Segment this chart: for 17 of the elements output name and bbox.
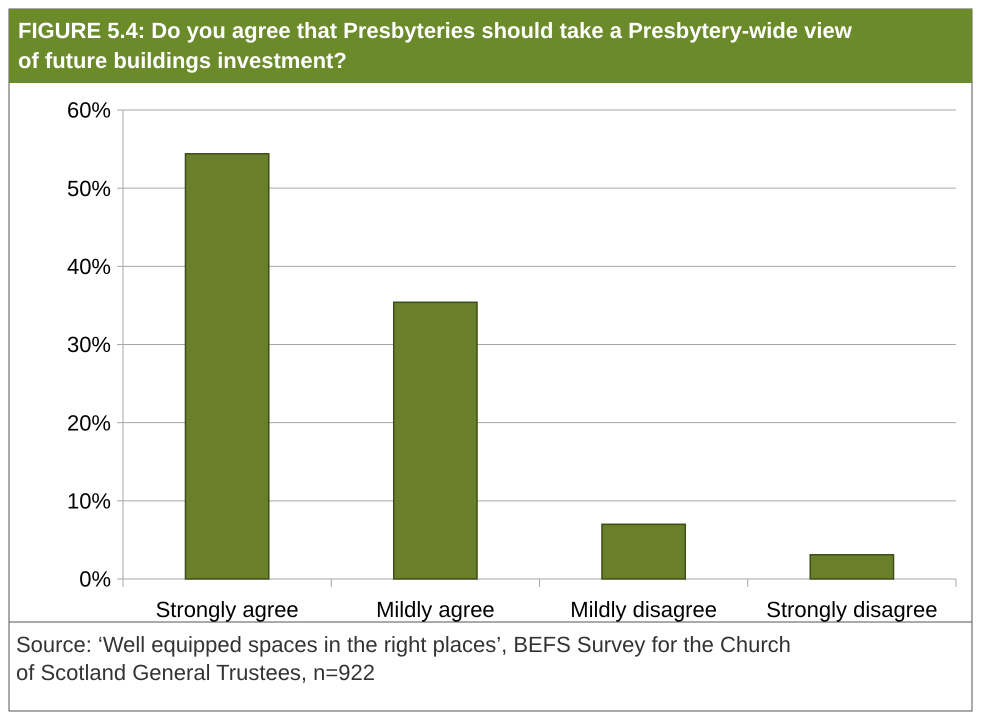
y-tick-label: 30% [66,332,111,358]
x-tick-label: Mildly disagree [570,597,717,622]
y-tick-label: 10% [66,488,111,514]
x-tick-label: Strongly agree [156,597,299,622]
y-tick-label: 40% [66,254,111,280]
x-tick-label: Mildly agree [376,597,495,622]
y-tick-label: 60% [66,98,111,123]
y-tick-label: 20% [66,410,111,436]
source-note: Source: ‘Well equipped spaces in the right places’, BEFS Survey for the Church of Scotland General Trustees, n=922 [16,632,791,685]
bar [809,554,894,580]
bar [184,153,270,580]
x-tick-label: Strongly disagree [766,597,938,622]
y-tick-label: 0% [79,566,111,592]
y-tick-label: 50% [66,176,111,201]
chart-title: FIGURE 5.4: Do you agree that Presbyteries should take a Presbytery-wide view of future buildings investment? [18,18,853,73]
bar [392,302,478,580]
bar [601,524,686,580]
